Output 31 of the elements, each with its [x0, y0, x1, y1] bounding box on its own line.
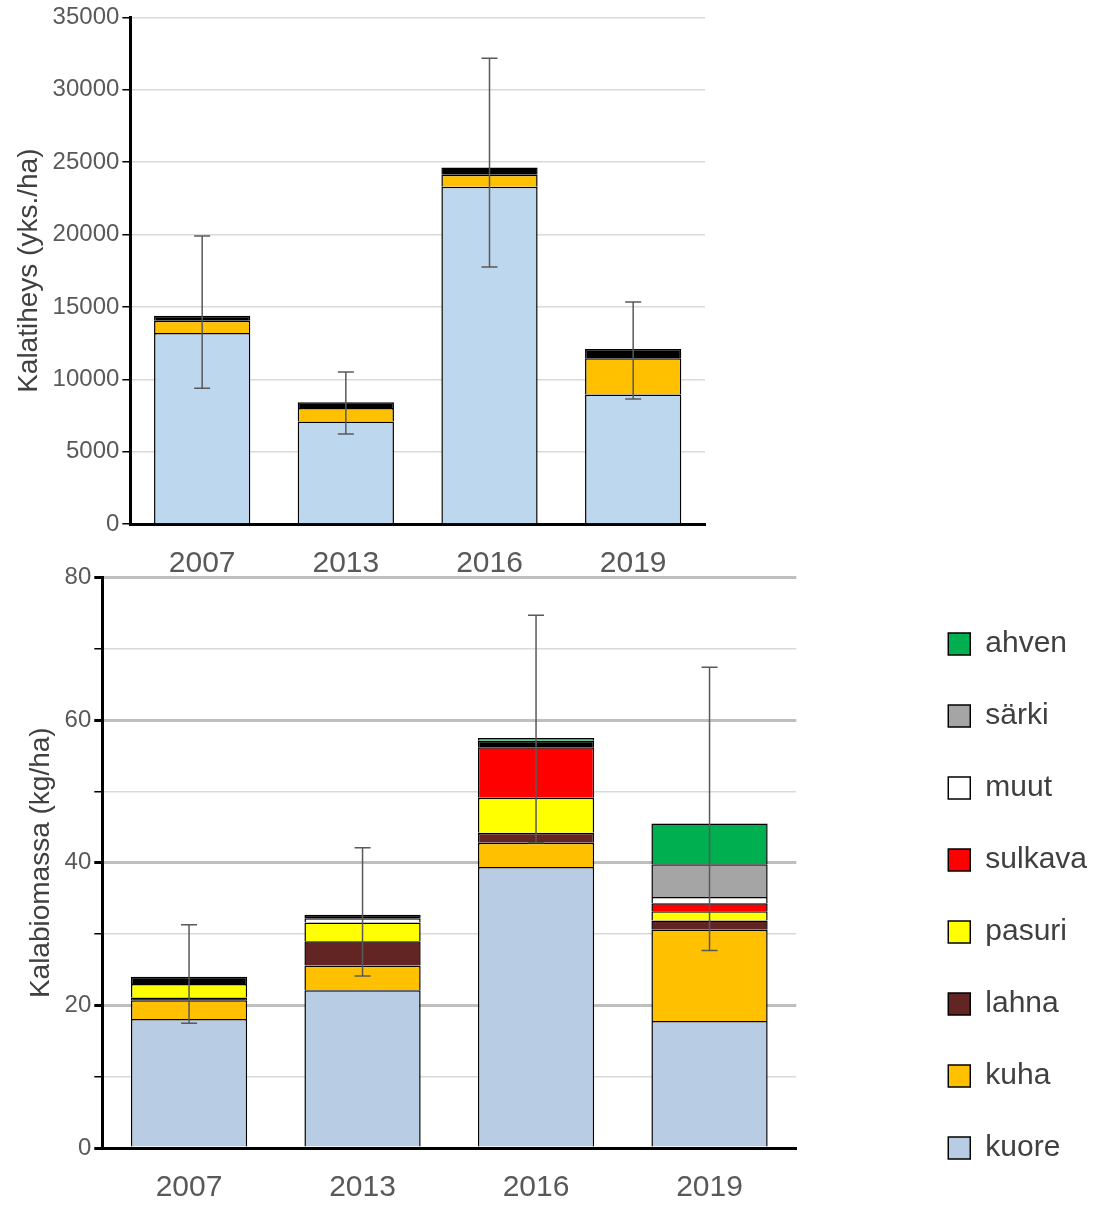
legend-label: lahna — [985, 985, 1059, 1019]
y-tick-label: 40 — [64, 847, 92, 875]
legend-label: kuha — [985, 1057, 1051, 1091]
x-tick-label: 2016 — [502, 1169, 570, 1203]
legend-label: särki — [985, 697, 1049, 731]
legend-label: ahven — [985, 625, 1068, 659]
y-axis-title: Kalatiheys (yks./ha) — [11, 148, 43, 393]
y-tick-label: 10000 — [52, 363, 120, 391]
legend-label: sulkava — [985, 841, 1088, 875]
text: muut — [985, 769, 1053, 803]
y-tick-label: 30000 — [52, 74, 120, 102]
x-tick-label: 2007 — [168, 545, 236, 579]
y-tick-label: 0 — [105, 508, 120, 536]
x-tick-label: 2019 — [676, 1169, 743, 1203]
y-axis-title: Kalabiomassa (kg/ha) — [23, 727, 55, 999]
x-tick-label: 2019 — [599, 545, 667, 579]
y-tick-label: 80 — [64, 562, 92, 590]
x-tick-label: 2016 — [456, 545, 523, 579]
y-tick-label: 20000 — [52, 219, 120, 247]
x-tick-label: 2013 — [312, 545, 380, 579]
x-tick-label: 2007 — [155, 1169, 223, 1203]
legend-label: pasuri — [985, 913, 1067, 947]
y-tick-label: 5000 — [65, 436, 120, 464]
y-tick-label: 25000 — [52, 146, 120, 174]
y-tick-label: 20 — [64, 989, 92, 1017]
legend-label: kuore — [985, 1129, 1061, 1163]
x-tick-label: 2013 — [329, 1169, 396, 1203]
y-tick-label: 0 — [77, 1132, 92, 1160]
y-tick-label: 60 — [64, 704, 92, 732]
y-tick-label: 15000 — [52, 291, 120, 319]
y-tick-label: 35000 — [52, 2, 120, 30]
